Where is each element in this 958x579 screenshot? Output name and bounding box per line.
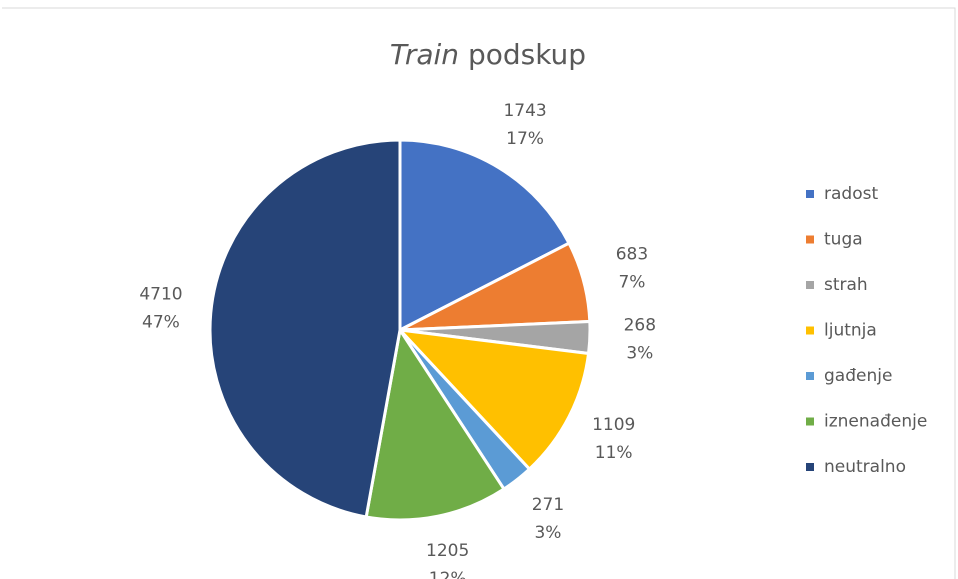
pie-slice bbox=[364, 326, 507, 522]
legend-marker bbox=[806, 281, 814, 289]
value-label: 683 bbox=[616, 244, 648, 264]
percent-label: 11% bbox=[595, 443, 633, 463]
legend-marker bbox=[806, 372, 814, 380]
value-label: 271 bbox=[532, 495, 564, 515]
value-label: 1205 bbox=[426, 541, 469, 561]
legend-label: neutralno bbox=[824, 457, 906, 477]
legend-label: iznenađenje bbox=[824, 412, 927, 432]
legend-marker bbox=[806, 235, 814, 244]
chart-title: Train podskup bbox=[390, 38, 586, 71]
legend-marker bbox=[806, 417, 814, 426]
legend-marker bbox=[806, 463, 814, 471]
legend-marker bbox=[806, 190, 814, 198]
chart-border bbox=[2, 7, 956, 579]
percent-label: 47% bbox=[142, 313, 180, 333]
percent-label: 7% bbox=[618, 272, 645, 292]
percent-label: 3% bbox=[534, 523, 561, 543]
percent-label: 12% bbox=[429, 569, 467, 579]
title-emphasis: Train bbox=[390, 38, 459, 71]
legend-label: strah bbox=[824, 275, 868, 295]
value-label: 1109 bbox=[592, 415, 635, 435]
percent-label: 17% bbox=[506, 129, 544, 149]
pie-slice bbox=[208, 138, 402, 519]
percent-label: 3% bbox=[626, 343, 653, 363]
value-label: 268 bbox=[624, 315, 656, 335]
legend-label: gađenje bbox=[824, 366, 892, 386]
pie-slice bbox=[396, 328, 591, 472]
title-text: podskup bbox=[468, 38, 586, 71]
legend-label: tuga bbox=[824, 230, 863, 250]
value-label: 1743 bbox=[503, 101, 546, 121]
legend-label: radost bbox=[824, 184, 878, 204]
pie-slice bbox=[398, 138, 572, 333]
legend-marker bbox=[806, 326, 814, 335]
value-label: 4710 bbox=[139, 285, 182, 305]
legend-label: ljutnja bbox=[824, 321, 877, 341]
